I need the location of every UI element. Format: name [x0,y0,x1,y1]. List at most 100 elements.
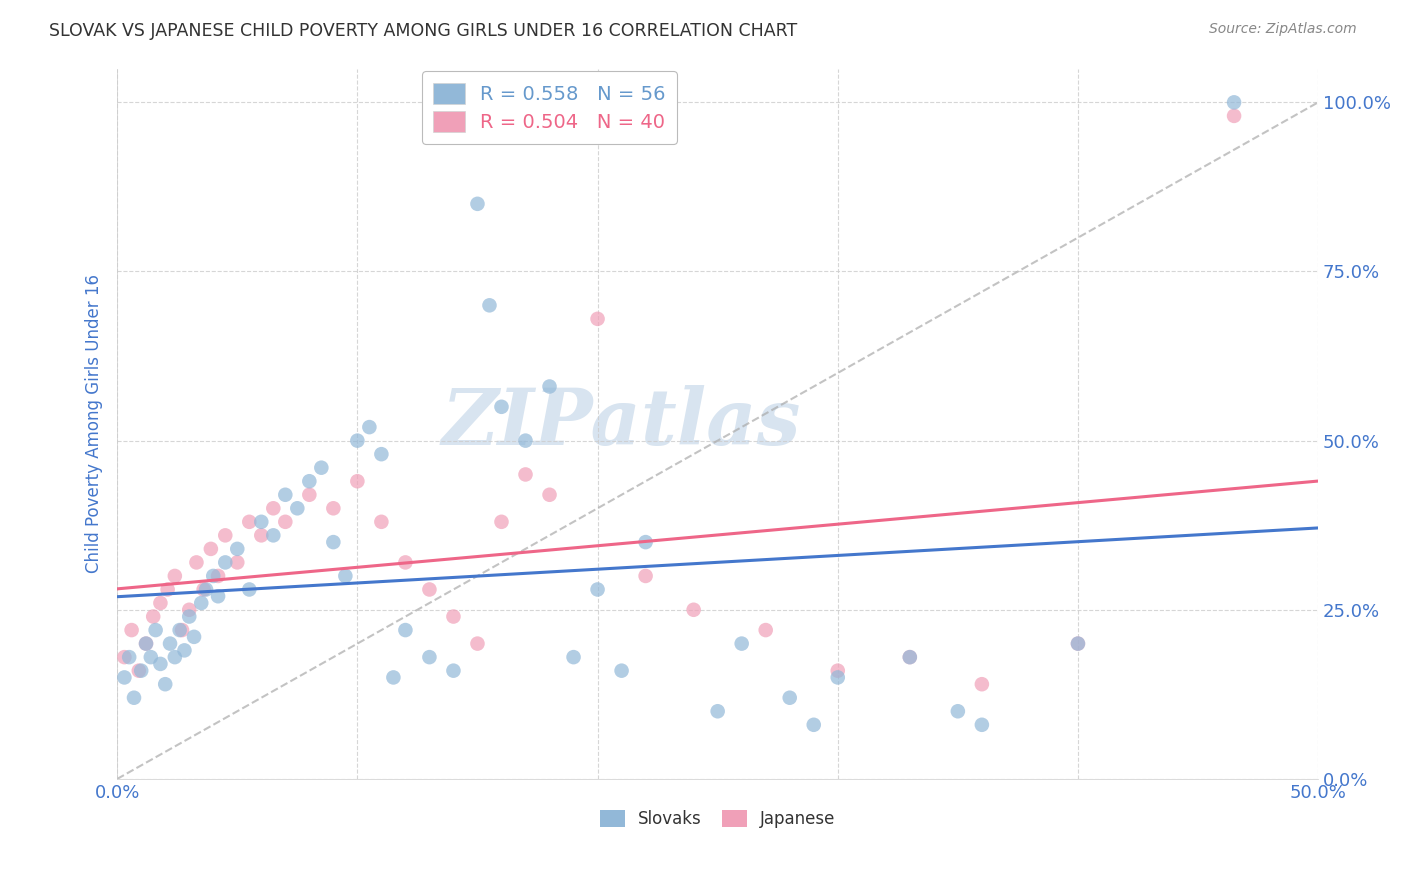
Point [149,657,172,671]
Legend: Slovaks, Japanese: Slovaks, Japanese [593,803,842,835]
Point [491,400,513,414]
Point [163,650,186,665]
Point [163,569,186,583]
Point [1067,637,1090,651]
Point [418,582,440,597]
Point [122,690,145,705]
Point [946,704,969,718]
Point [1223,109,1246,123]
Text: SLOVAK VS JAPANESE CHILD POVERTY AMONG GIRLS UNDER 16 CORRELATION CHART: SLOVAK VS JAPANESE CHILD POVERTY AMONG G… [49,22,797,40]
Point [226,541,249,556]
Point [202,569,225,583]
Point [394,623,416,637]
Point [135,637,157,651]
Point [179,609,201,624]
Point [346,434,368,448]
Point [731,637,754,651]
Point [285,501,308,516]
Point [370,515,392,529]
Point [200,541,222,556]
Point [170,623,193,637]
Point [121,623,143,637]
Point [1223,95,1246,110]
Point [274,488,297,502]
Point [827,664,849,678]
Point [491,515,513,529]
Point [322,535,344,549]
Point [156,582,179,597]
Point [173,643,195,657]
Point [610,664,633,678]
Point [155,677,177,691]
Point [129,664,152,678]
Point [238,582,260,597]
Point [418,650,440,665]
Point [478,298,501,312]
Point [142,609,165,624]
Point [262,501,284,516]
Point [970,677,993,691]
Point [1067,637,1090,651]
Point [298,474,321,488]
Point [262,528,284,542]
Point [538,488,561,502]
Point [159,637,181,651]
Point [112,650,135,665]
Point [346,474,368,488]
Point [538,379,561,393]
Point [195,582,218,597]
Point [207,589,229,603]
Point [274,515,297,529]
Point [779,690,801,705]
Point [634,569,657,583]
Point [226,556,249,570]
Text: ZIPatlas: ZIPatlas [441,385,801,462]
Point [145,623,167,637]
Point [443,664,465,678]
Point [706,704,728,718]
Point [214,528,236,542]
Point [169,623,191,637]
Point [298,488,321,502]
Point [827,670,849,684]
Point [515,434,537,448]
Point [467,637,489,651]
Point [128,664,150,678]
Point [139,650,162,665]
Point [515,467,537,482]
Point [370,447,392,461]
Point [562,650,585,665]
Point [118,650,141,665]
Point [970,718,993,732]
Point [382,670,405,684]
Point [214,556,236,570]
Point [335,569,357,583]
Point [359,420,381,434]
Point [190,596,212,610]
Point [250,528,273,542]
Point [586,311,609,326]
Point [586,582,609,597]
Point [193,582,215,597]
Point [149,596,172,610]
Point [803,718,825,732]
Point [898,650,921,665]
Point [135,637,157,651]
Point [207,569,229,583]
Point [394,556,416,570]
Point [112,670,135,684]
Point [186,556,208,570]
Point [682,603,704,617]
Y-axis label: Child Poverty Among Girls Under 16: Child Poverty Among Girls Under 16 [86,274,103,574]
Point [322,501,344,516]
Point [898,650,921,665]
Point [183,630,205,644]
Text: Source: ZipAtlas.com: Source: ZipAtlas.com [1209,22,1357,37]
Point [467,197,489,211]
Point [443,609,465,624]
Point [634,535,657,549]
Point [250,515,273,529]
Point [755,623,778,637]
Point [238,515,260,529]
Point [179,603,201,617]
